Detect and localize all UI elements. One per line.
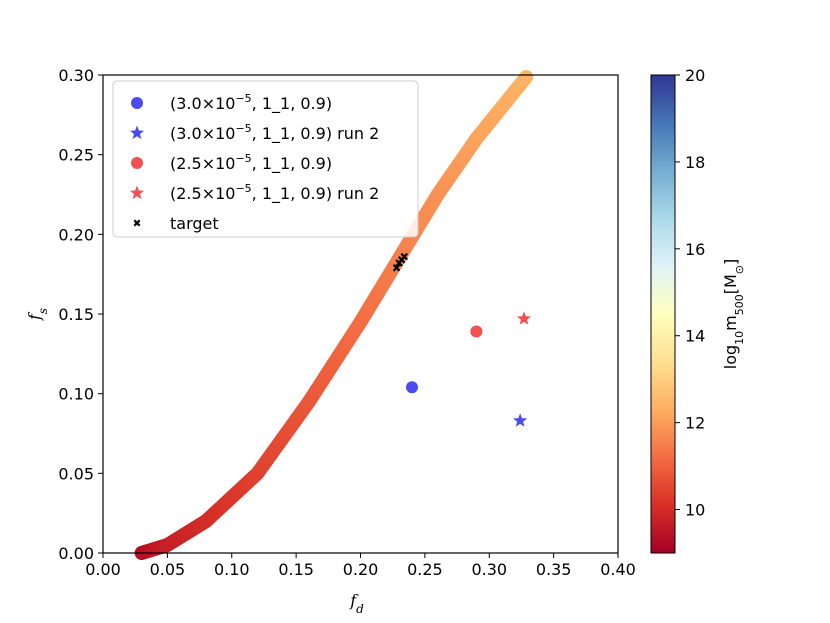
legend-marker (133, 219, 141, 227)
legend-marker (131, 97, 143, 109)
legend-marker (129, 125, 145, 140)
colorbar-tick-label: 14 (685, 327, 705, 346)
colorbar-tick-label: 12 (685, 414, 705, 433)
x-tick-label: 0.10 (214, 560, 250, 579)
colorbar-tick-label: 10 (685, 501, 705, 520)
legend: (3.0×10−5, 1_1, 0.9) (3.0×10−5, 1_1, 0.9)… (112, 80, 419, 238)
data-point (516, 311, 532, 325)
legend-label: (2.5×10−5, 1_1, 0.9) (170, 152, 332, 174)
target-stroke (133, 219, 141, 227)
legend-label: (2.5×10−5, 1_1, 0.9) run 2 (170, 182, 379, 204)
colorbar: 10 12 14 16 18 20 log10m500[M⊙] (650, 66, 746, 554)
colorbar-gradient (650, 74, 676, 554)
data-point (406, 381, 418, 394)
colorbar-tick-label: 20 (685, 66, 705, 85)
x-tick-label: 0.30 (471, 560, 507, 579)
data-points (392, 252, 532, 427)
colorbar-label: log10m500[M⊙] (721, 259, 746, 370)
y-tick-label: 0.20 (58, 225, 94, 244)
x-tick-label: 0.00 (85, 560, 121, 579)
y-tick-label: 0.30 (58, 66, 94, 85)
y-tick-label: 0.25 (58, 146, 94, 165)
colorbar-tick-label: 16 (685, 240, 705, 259)
y-tick-label: 0.15 (58, 305, 94, 324)
y-axis: 0.00 0.05 0.10 0.15 0.20 0.25 0.30 (58, 66, 103, 563)
x-tick-label: 0.20 (343, 560, 379, 579)
legend-frame (112, 80, 419, 238)
target-stroke (392, 264, 401, 272)
x-tick-label: 0.25 (407, 560, 443, 579)
x-tick-label: 0.05 (150, 560, 186, 579)
legend-label: target (170, 214, 219, 233)
x-axis-label: fd (349, 591, 364, 616)
y-tick-label: 0.05 (58, 464, 94, 483)
x-tick-label: 0.35 (536, 560, 572, 579)
y-axis-label: fs (25, 308, 50, 321)
y-tick-label: 0.10 (58, 385, 94, 404)
x-tick-label: 0.15 (278, 560, 314, 579)
legend-marker (131, 157, 143, 169)
legend-label: (3.0×10−5, 1_1, 0.9) (170, 92, 332, 114)
curve-point (519, 70, 534, 85)
colorbar-tick-label: 18 (685, 153, 705, 172)
colorbar-ticks: 10 12 14 16 18 20 (675, 66, 705, 520)
target-point (392, 264, 401, 272)
target-point (400, 252, 409, 261)
legend-marker (129, 185, 145, 200)
x-axis: 0.00 0.05 0.10 0.15 0.20 0.25 0.30 0.35 0.40 (85, 553, 636, 579)
x-tick-label: 0.40 (600, 560, 636, 579)
data-point (470, 325, 483, 338)
target-stroke (400, 252, 409, 261)
legend-label: (3.0×10−5, 1_1, 0.9) run 2 (170, 122, 379, 144)
y-tick-label: 0.00 (58, 544, 94, 563)
data-point (513, 413, 528, 427)
